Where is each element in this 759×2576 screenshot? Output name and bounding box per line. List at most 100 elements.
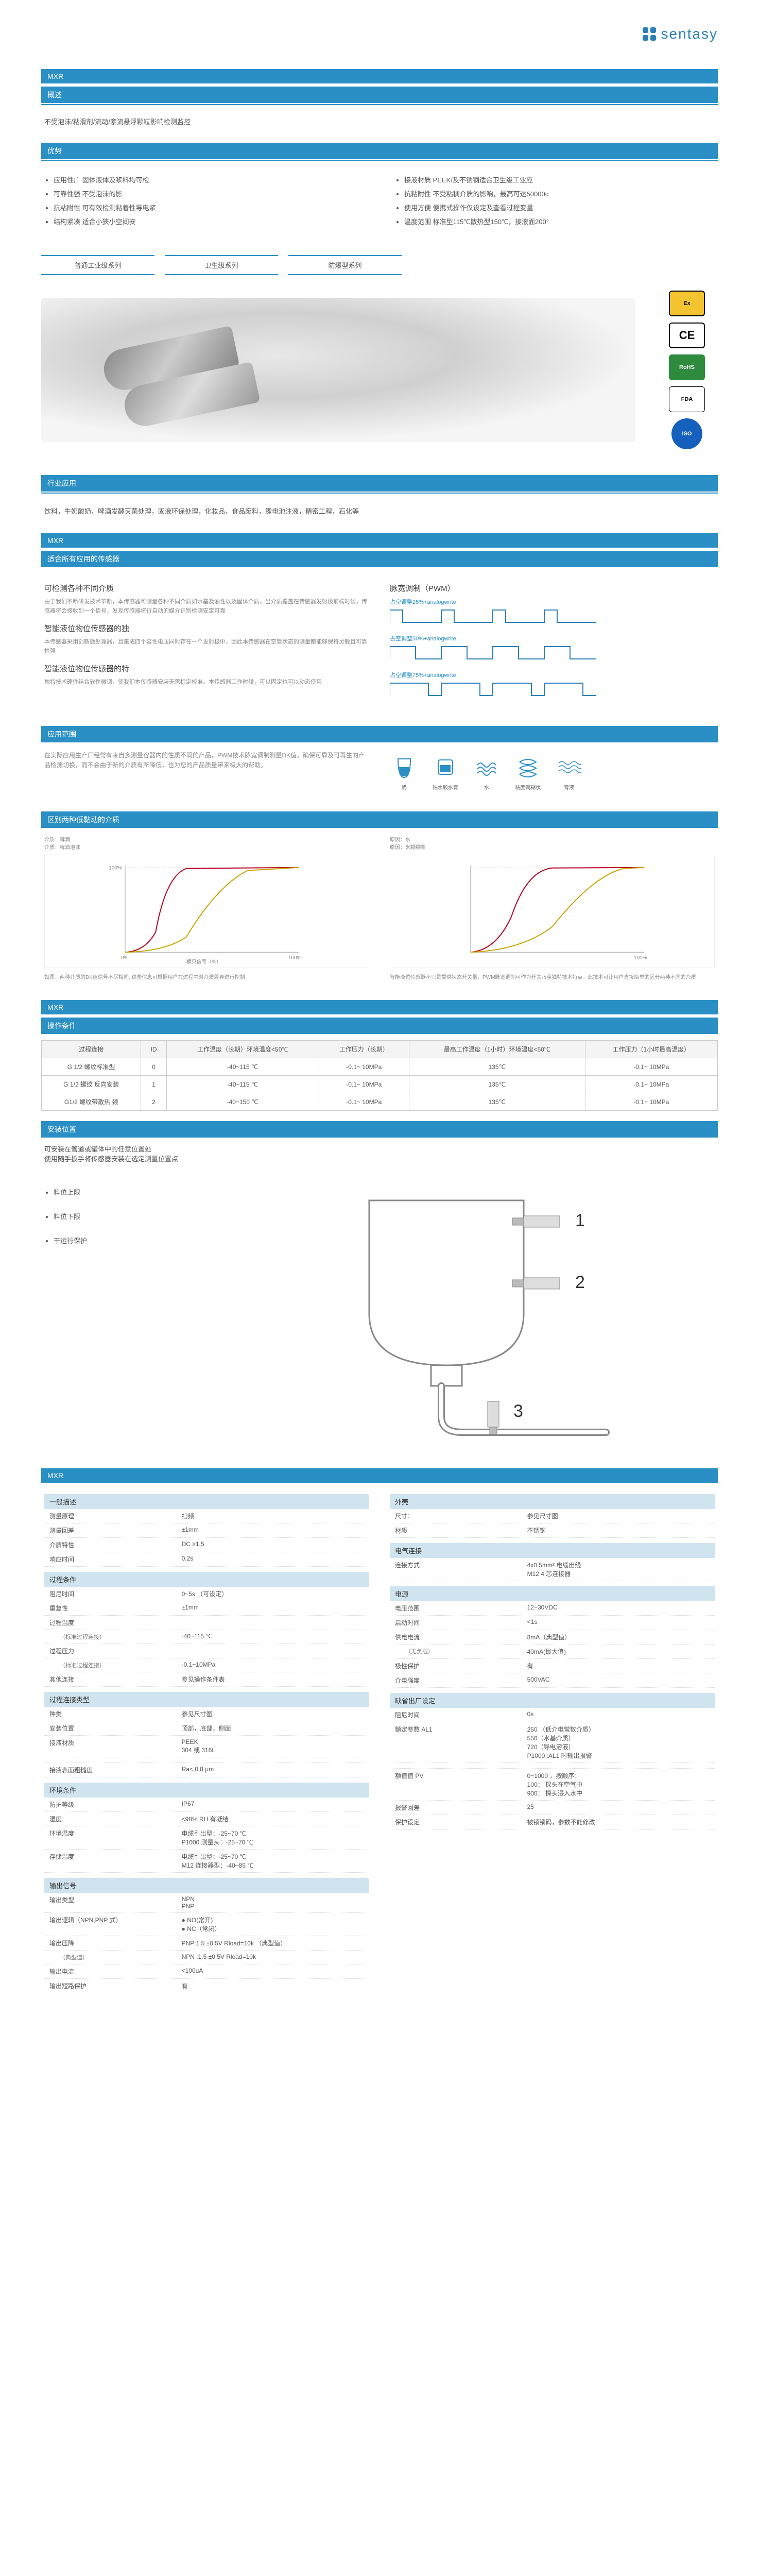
spec-row: 材质不锈钢 (390, 1523, 715, 1538)
spec-row: 输出类型NPN PNP (44, 1893, 369, 1913)
operating-conditions-table: 过程连接ID工作温度（长期）环境温度<50℃工作压力（长期）最高工作温度（1小时… (41, 1040, 718, 1111)
spec-value: DC ≥1.5 (182, 1540, 364, 1549)
sensor-detail-left: 可检测各种不同介质 由于我们不断研发技术革新，本传感器可测量各种不同介质如水基及… (44, 575, 369, 707)
spec-key: 输出类型 (49, 1895, 182, 1910)
tab-sanitary[interactable]: 卫生级系列 (165, 255, 278, 275)
table-cell: 0 (141, 1058, 166, 1076)
ce-badge-icon: CE (669, 323, 705, 348)
table-cell: -0.1~ 10MPa (585, 1076, 717, 1093)
spec-value: NPN PNP (182, 1895, 364, 1910)
chart-1: 介质：啤酒 介质：啤酒泡沫 100% 0% 100% 横贝信号（%） 如图，两种… (44, 836, 369, 981)
table-cell: -0.1~ 10MPa (585, 1058, 717, 1076)
media-icons-row: 奶 粘水胶水膏 水 粘度调糊状 膏液 (390, 751, 715, 793)
spec-value: 0s (527, 1710, 710, 1719)
spec-key: 额定参数 AL1 (395, 1725, 527, 1760)
spec-key: 阻尼时间 (49, 1589, 182, 1598)
install-point: 料位上限 (54, 1180, 178, 1204)
ex-badge-icon: Ex (669, 291, 705, 316)
spec-row: （典型值）NPN :1.5 ±0.5V Rload=10k (44, 1951, 369, 1964)
spec-value: 有 (182, 1981, 364, 1990)
adv-left-list: 应用性广 固体液体及浆料均可检 可靠性强 不受泡沫的影 抗粘附性 可有效检测粘着… (44, 173, 364, 228)
fit-sensor-bar: 适合所有应用的传感器 (41, 551, 718, 567)
spec-key: 其他连接 (49, 1675, 182, 1684)
compare-bar: 区别两种低黏动的介质 (41, 811, 718, 828)
spec-group-header: 电气连接 (390, 1543, 715, 1558)
spec-value: 12~30VDC (527, 1604, 710, 1613)
spec-value: 0~5s （可设定） (182, 1589, 364, 1598)
svg-text:横贝信号（%）: 横贝信号（%） (186, 958, 221, 965)
spec-row: 介质特性DC ≥1.5 (44, 1538, 369, 1552)
table-cell: -0.1~ 10MPa (319, 1058, 409, 1076)
spec-group-header: 电源 (390, 1586, 715, 1601)
spec-value: 0.2s (182, 1555, 364, 1564)
spec-row: 额定参数 AL1250 （低介电常数介质） 550（水基介质） 720（导电溶液… (390, 1722, 715, 1763)
spec-value: <100uA (182, 1967, 364, 1976)
media-icon-milk: 奶 (390, 755, 419, 791)
logo-icon (642, 26, 657, 42)
spec-key: （无负载） (395, 1647, 527, 1656)
install-bar: 安装位置 (41, 1121, 718, 1138)
table-row: G 1/2 螺纹标准型0-40~115 ℃-0.1~ 10MPa135℃-0.1… (42, 1058, 718, 1076)
spec-row: 过程温度 (44, 1616, 369, 1630)
table-cell: -0.1~ 10MPa (585, 1093, 717, 1111)
spec-key: 连接方式 (395, 1561, 527, 1578)
spec-right-col: 外壳尺寸：参见尺寸图材质不锈钢电气连接连接方式4x0.5mm² 电缆出线 M12… (390, 1489, 715, 1993)
spec-key: 保护设定 (395, 1818, 527, 1826)
table-cell: 135℃ (409, 1058, 585, 1076)
tab-explosion[interactable]: 防爆型系列 (288, 255, 402, 275)
spec-row: 过程压力 (44, 1644, 369, 1658)
spec-row: （标准过程连接）-0.1~10MPa (44, 1658, 369, 1672)
install-diagram: 1 2 3 (199, 1180, 715, 1448)
spec-key: 环境温度 (49, 1829, 182, 1846)
spec-key: 输出短路保护 (49, 1981, 182, 1990)
spec-row: 防护等级IP67 (44, 1798, 369, 1812)
model-bar-4: MXR (41, 1468, 718, 1483)
install-point: 干运行保护 (54, 1228, 178, 1252)
spec-key: 输出逻辑（NPN,PNP 式） (49, 1916, 182, 1933)
spec-value: PEEK 304 或 316L (182, 1738, 364, 1754)
spec-key: 输出压降 (49, 1939, 182, 1947)
svg-text:3: 3 (513, 1401, 523, 1421)
detect-media-p: 由于我们不断研发技术革新，本传感器可测量各种不同介质如水基及油性以及固体介质，当… (44, 598, 369, 616)
spec-row (390, 1763, 715, 1769)
spec-row: 供电电流8mA（典型值） (390, 1630, 715, 1645)
spec-key: 尺寸： (395, 1512, 527, 1520)
pwm-label: 占空调整75%+analogwrite (390, 671, 715, 679)
iso-badge-icon: ISO (671, 418, 702, 449)
smart-sensor-h1: 智能液位物位传感器的独 (44, 623, 369, 634)
app-range-text: 在实际应用生产厂经常有来自多测量容器内的性质不同的产品，PWM技术脉宽调制测量D… (44, 751, 369, 793)
tab-industrial[interactable]: 普通工业级系列 (41, 255, 154, 275)
adv-item: 可靠性强 不受泡沫的影 (54, 187, 364, 200)
chart1-note: 如图，两种介质的DK值信号不尽相同, 这些信息可根据用户在过程中对介质差异进行控… (44, 974, 369, 981)
spec-value: 4x0.5mm² 电缆出线 M12 4 芯连接器 (527, 1561, 710, 1578)
spec-value: -40~115 ℃ (182, 1633, 364, 1641)
brand-text: sentasy (661, 26, 718, 42)
pwm-h: 脉宽调制（PWM） (390, 583, 715, 594)
table-header: 过程连接 (42, 1041, 141, 1058)
model-bar: MXR (41, 69, 718, 83)
spec-key: 材质 (395, 1526, 527, 1535)
rule (41, 104, 718, 105)
spec-value: ±1mm (182, 1526, 364, 1535)
spec-row: 启动时间<1s (390, 1616, 715, 1630)
svg-text:100%: 100% (288, 955, 302, 961)
spec-row: 重复性±1mm (44, 1601, 369, 1616)
opcond-bar: 操作条件 (41, 1018, 718, 1034)
adv-item: 使用方便 便携式操作仅设定及查看过程变量 (404, 200, 715, 214)
spec-value: <1s (527, 1618, 710, 1627)
table-cell: -40~150 ℃ (166, 1093, 319, 1111)
svg-text:2: 2 (575, 1273, 585, 1292)
adv-item: 应用性广 固体液体及浆料均可检 (54, 173, 364, 187)
spec-row: 输出电流<100uA (44, 1964, 369, 1979)
chart-row: 介质：啤酒 介质：啤酒泡沫 100% 0% 100% 横贝信号（%） 如图，两种… (41, 828, 718, 990)
spec-row: 安装位置顶部，底部，侧面 (44, 1721, 369, 1736)
spec-row: 环境温度电缆引出型：-25~70 ℃ P1000 测量头：-25~70 ℃ (44, 1826, 369, 1850)
app-range-row: 在实际应用生产厂经常有来自多测量容器内的性质不同的产品，PWM技术脉宽调制测量D… (41, 742, 718, 801)
product-image-row: Ex CE RoHS FDA ISO (41, 275, 718, 465)
spec-value: 25 (527, 1803, 710, 1812)
spec-row: （无负载）40mA(最大值) (390, 1645, 715, 1659)
spec-value: 8mA（典型值） (527, 1633, 710, 1641)
spec-key: 报警回差 (395, 1803, 527, 1812)
spec-key: 安装位置 (49, 1724, 182, 1733)
detect-media-h: 可检测各种不同介质 (44, 583, 369, 594)
